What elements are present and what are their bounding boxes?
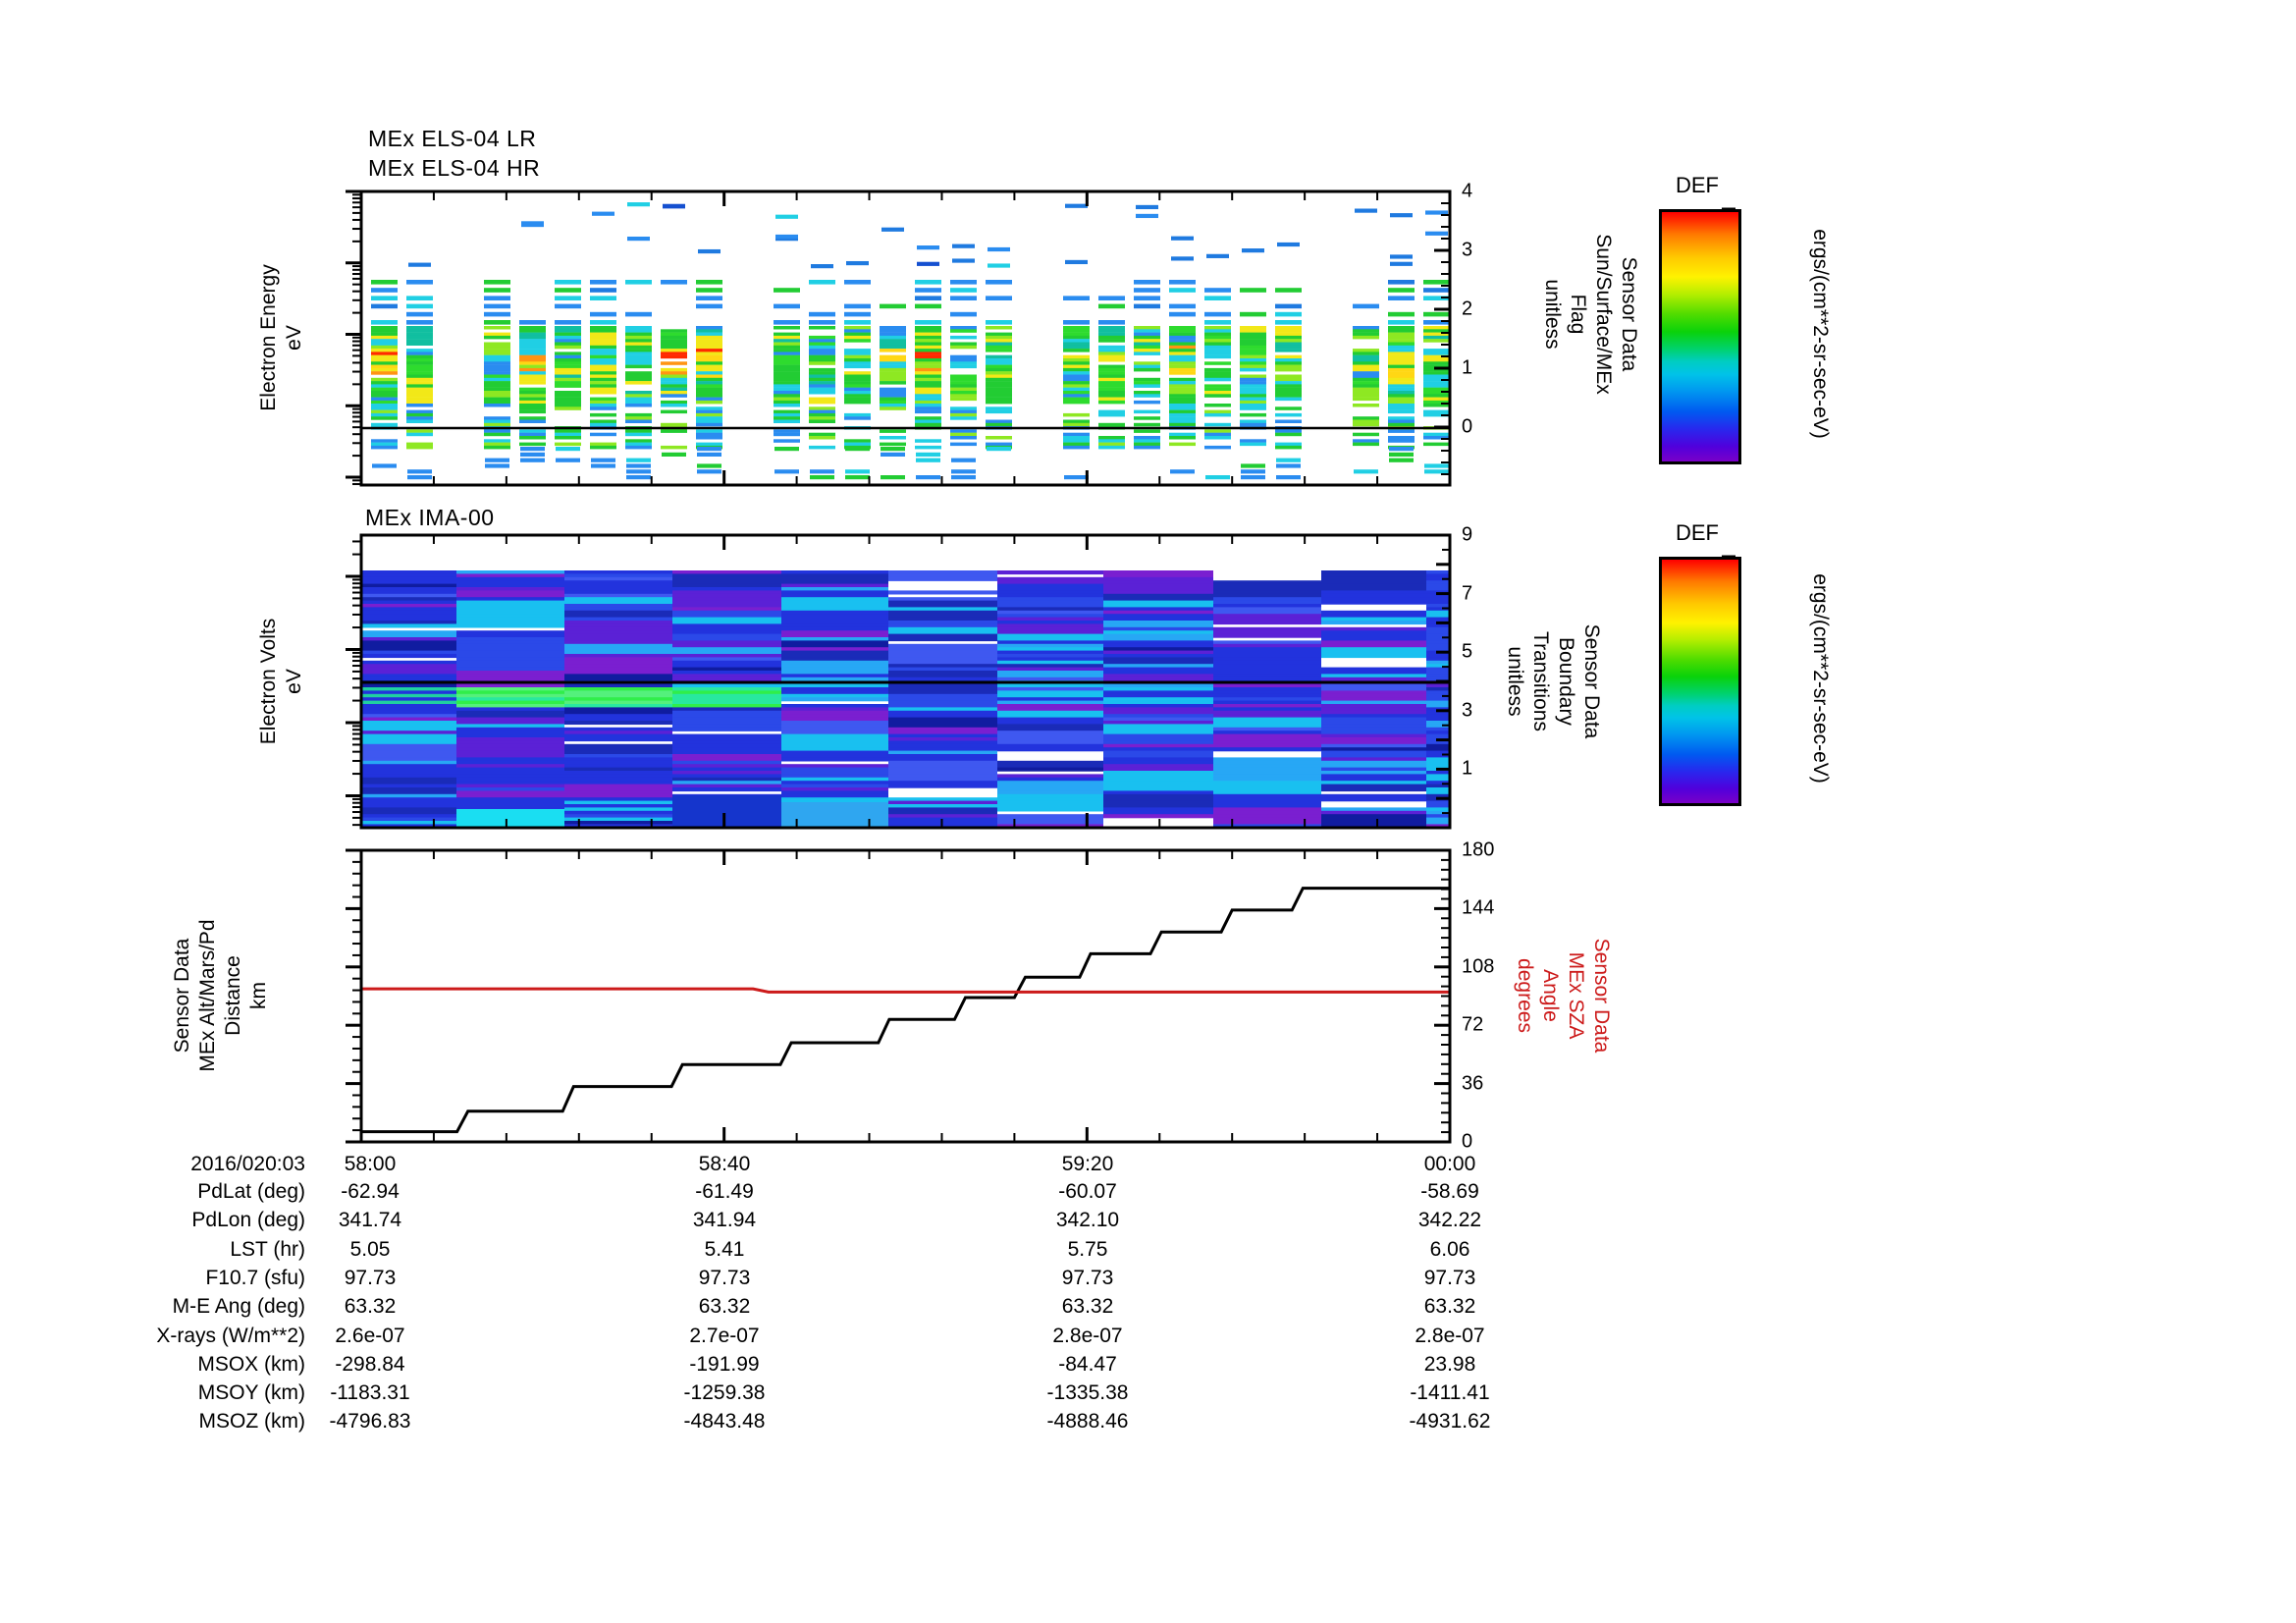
- els-title-hr: MEx ELS-04 HR: [368, 155, 541, 181]
- table-cell-r7-c3: -1411.41: [1410, 1381, 1490, 1405]
- table-cell-r6-c1: -191.99: [689, 1352, 760, 1376]
- els-y-axis-label: Electron Energy eV: [257, 264, 305, 411]
- ima-y-axis-label: Electron Volts eV: [257, 618, 305, 745]
- table-cell-r2-c0: 5.05: [349, 1237, 391, 1261]
- sza-rtick-1: 144: [1462, 896, 1495, 919]
- ima-title: MEx IMA-00: [365, 505, 495, 530]
- table-row-label-3: F10.7 (sfu): [205, 1266, 305, 1289]
- ima-rtick-3: 3: [1462, 699, 1473, 722]
- table-cell-r1-c1: 341.94: [692, 1209, 757, 1232]
- table-cell-r0-c1: -61.49: [695, 1180, 754, 1203]
- date-label: 2016/020:03: [190, 1153, 305, 1175]
- table-cell-r2-c3: 6.06: [1429, 1237, 1470, 1261]
- table-cell-r2-c1: 5.41: [704, 1237, 745, 1261]
- alt-y-axis-label: Sensor Data MEx Alt/Mars/Pd Distance km: [171, 919, 270, 1072]
- table-cell-r0-c3: -58.69: [1420, 1180, 1479, 1203]
- table-cell-r3-c0: 97.73: [344, 1266, 397, 1289]
- els-rtick-0: 4: [1462, 180, 1473, 202]
- time-tick-1: 58:40: [698, 1153, 751, 1175]
- els-rtick-2: 2: [1462, 298, 1473, 320]
- table-cell-r2-c2: 5.75: [1067, 1237, 1108, 1261]
- table-cell-r0-c2: -60.07: [1058, 1180, 1117, 1203]
- ima-rtick-4: 1: [1462, 757, 1473, 780]
- colorbar1-unit-label: ergs/(cm**2-sr-sec-eV): [1809, 229, 1832, 439]
- table-cell-r7-c1: -1259.38: [683, 1381, 766, 1405]
- sza-rtick-2: 108: [1462, 955, 1495, 978]
- els-right-axis-label: Sensor Data Sun/Surface/MEx Flag unitles…: [1541, 234, 1640, 395]
- colorbar2-unit-label: ergs/(cm**2-sr-sec-eV): [1809, 573, 1832, 784]
- table-row-label-8: MSOZ (km): [198, 1410, 305, 1434]
- table-row-label-5: X-rays (W/m**2): [156, 1324, 305, 1347]
- colorbar1-title: DEF: [1676, 173, 1719, 197]
- table-cell-r7-c2: -1335.38: [1046, 1381, 1129, 1405]
- table-row-label-0: PdLat (deg): [197, 1180, 305, 1203]
- table-cell-r8-c3: -4931.62: [1409, 1410, 1491, 1434]
- table-cell-r5-c0: 2.6e-07: [335, 1324, 405, 1347]
- table-cell-r3-c1: 97.73: [698, 1266, 751, 1289]
- sza-rtick-0: 180: [1462, 839, 1495, 861]
- ima-rtick-1: 7: [1462, 582, 1473, 605]
- table-cell-r0-c0: -62.94: [341, 1180, 400, 1203]
- sza-right-axis-label: Sensor Data MEx SZA Angle degrees: [1514, 938, 1613, 1054]
- els-title-lr: MEx ELS-04 LR: [368, 126, 537, 151]
- table-cell-r8-c2: -4888.46: [1046, 1410, 1129, 1434]
- els-rtick-1: 3: [1462, 239, 1473, 261]
- sza-rtick-5: 0: [1462, 1130, 1473, 1153]
- table-cell-r7-c0: -1183.31: [330, 1381, 410, 1405]
- time-tick-2: 59:20: [1061, 1153, 1114, 1175]
- ima-rtick-0: 9: [1462, 523, 1473, 546]
- table-row-label-7: MSOY (km): [197, 1381, 305, 1405]
- colorbar1: [1659, 209, 1741, 464]
- table-cell-r1-c0: 341.74: [338, 1209, 402, 1232]
- table-cell-r6-c2: -84.47: [1058, 1352, 1117, 1376]
- sza-rtick-4: 36: [1462, 1072, 1484, 1095]
- sza-rtick-3: 72: [1462, 1013, 1484, 1036]
- table-row-label-4: M-E Ang (deg): [172, 1295, 305, 1319]
- table-cell-r5-c1: 2.7e-07: [689, 1324, 760, 1347]
- table-cell-r5-c2: 2.8e-07: [1052, 1324, 1123, 1347]
- table-row-label-6: MSOX (km): [197, 1352, 305, 1376]
- table-cell-r5-c3: 2.8e-07: [1415, 1324, 1485, 1347]
- time-tick-3: 00:00: [1423, 1153, 1476, 1175]
- colorbar2: [1659, 557, 1741, 806]
- table-cell-r4-c3: 63.32: [1423, 1295, 1476, 1319]
- els-rtick-3: 1: [1462, 356, 1473, 379]
- table-cell-r1-c3: 342.22: [1417, 1209, 1482, 1232]
- table-cell-r3-c2: 97.73: [1061, 1266, 1114, 1289]
- table-cell-r4-c0: 63.32: [344, 1295, 397, 1319]
- table-row-label-2: LST (hr): [230, 1237, 305, 1261]
- table-cell-r6-c0: -298.84: [335, 1352, 405, 1376]
- table-cell-r8-c0: -4796.83: [329, 1410, 411, 1434]
- colorbar2-title: DEF: [1676, 520, 1719, 545]
- table-cell-r1-c2: 342.10: [1055, 1209, 1120, 1232]
- table-cell-r3-c3: 97.73: [1423, 1266, 1476, 1289]
- table-cell-r6-c3: 23.98: [1423, 1352, 1476, 1376]
- els-rtick-4: 0: [1462, 415, 1473, 438]
- table-cell-r4-c2: 63.32: [1061, 1295, 1114, 1319]
- table-cell-r4-c1: 63.32: [698, 1295, 751, 1319]
- ima-rtick-2: 5: [1462, 640, 1473, 663]
- table-row-label-1: PdLon (deg): [191, 1209, 305, 1232]
- time-tick-0: 58:00: [344, 1153, 397, 1175]
- table-cell-r8-c1: -4843.48: [683, 1410, 766, 1434]
- ima-right-axis-label: Sensor Data Boundary Transitions unitles…: [1504, 623, 1603, 739]
